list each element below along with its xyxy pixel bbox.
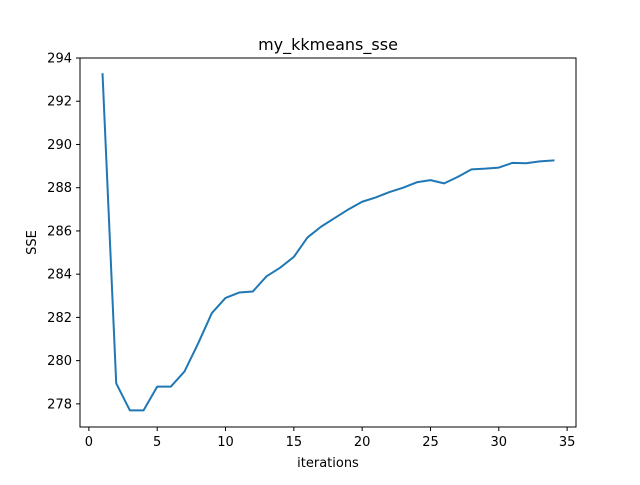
x-tick-label: 0 [85,435,93,450]
x-tick-label: 10 [217,435,234,450]
y-tick-label: 282 [47,311,72,326]
y-tick-label: 288 [47,181,72,196]
y-axis-label: SSE [25,230,40,255]
x-tick-label: 25 [422,435,439,450]
x-axis-label: iterations [297,456,359,471]
y-tick-label: 294 [47,52,72,67]
y-tick-label: 292 [47,95,72,110]
y-tick-label: 286 [47,224,72,239]
y-tick-label: 290 [47,138,72,153]
x-tick-label: 35 [559,435,576,450]
y-tick-label: 278 [47,397,72,412]
x-tick-label: 20 [354,435,371,450]
x-tick-label: 15 [286,435,303,450]
y-tick-label: 284 [47,268,72,283]
chart-title: my_kkmeans_sse [258,35,398,55]
y-tick-label: 280 [47,354,72,369]
x-tick-label: 30 [491,435,508,450]
x-tick-label: 5 [153,435,161,450]
